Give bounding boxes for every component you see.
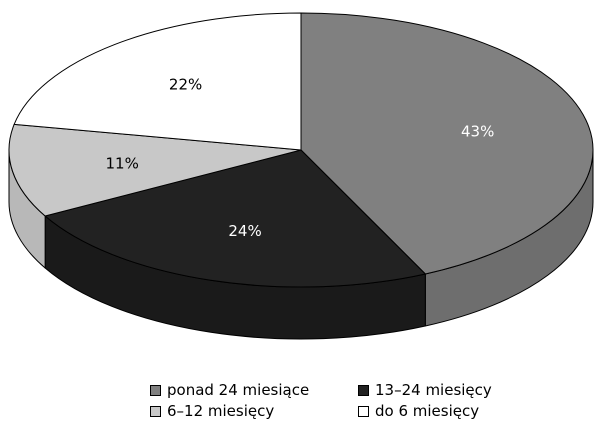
pie-slice-do-6-miesi-cy [13,12,302,151]
pie-top-layer [8,12,594,288]
legend-label-13-24: 13–24 miesięcy [375,381,492,399]
legend-item-do-6: do 6 miesięcy [358,401,479,421]
pie-label-layer: 43% 24% 11% 22% [106,76,495,240]
legend-item-ponad-24: ponad 24 miesiące [150,380,309,400]
pie-slice-13-24-miesi-cy [44,149,426,288]
legend-label-ponad-24: ponad 24 miesiące [167,381,310,399]
legend-swatch-6-12 [150,405,161,417]
legend: ponad 24 miesiące 13–24 miesięcy 6–12 mi… [0,372,594,423]
data-label-ponad-24-miesi-ce: 43% [461,122,494,140]
legend-item-6-12: 6–12 miesięcy [150,401,274,421]
legend-label-6-12: 6–12 miesięcy [167,402,275,420]
data-label-6-12-miesi-cy: 11% [106,154,139,172]
data-label-do-6-miesi-cy: 22% [169,76,202,94]
legend-item-13-24: 13–24 miesięcy [358,380,492,400]
legend-swatch-ponad-24 [150,384,161,396]
legend-swatch-do-6 [358,405,369,417]
pie-slice-6-12-miesi-cy [8,123,302,217]
legend-swatch-13-24 [358,384,369,396]
data-label-13-24-miesi-cy: 24% [228,222,261,240]
pie-slice-ponad-24-miesi-ce [300,12,594,275]
legend-label-do-6: do 6 miesięcy [375,402,480,420]
